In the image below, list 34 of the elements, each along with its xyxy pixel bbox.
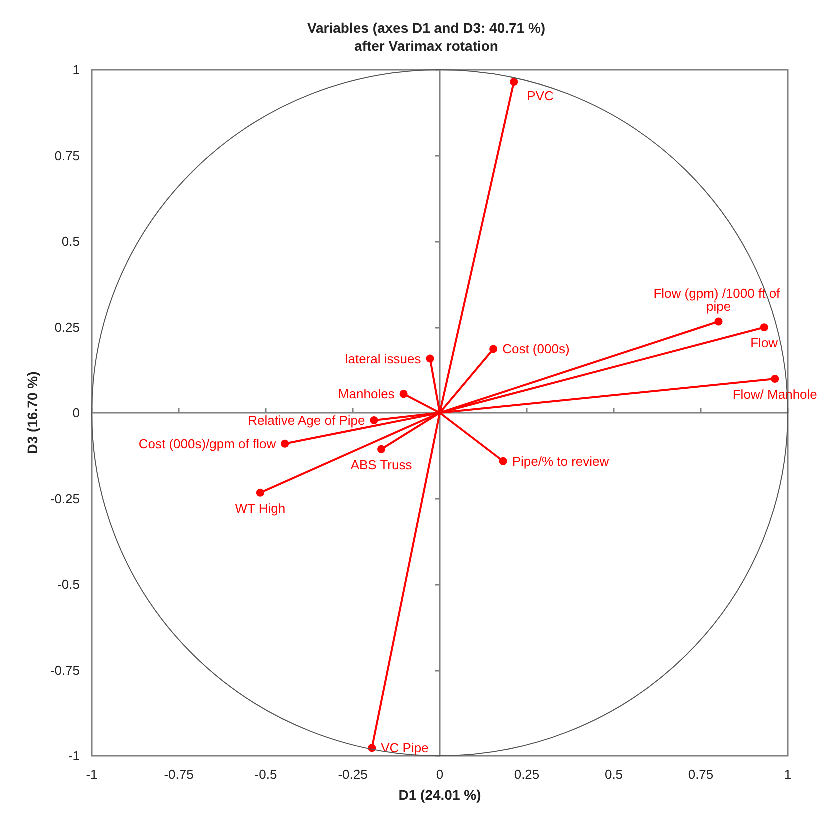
y-tick-label: -0.25 — [50, 491, 80, 506]
chart-title: Variables (axes D1 and D3: 40.71 %) — [307, 20, 546, 36]
series-label: lateral issues — [345, 351, 422, 366]
x-axis-title: D1 (24.01 %) — [398, 787, 482, 803]
series-label: Flow (gpm) /1000 ft of pipe — [654, 286, 784, 314]
y-axis-title: D3 (16.70 %) — [24, 372, 40, 454]
y-tick-label: 0.25 — [54, 320, 80, 335]
series-label: PVC — [527, 88, 554, 104]
x-tick-label: 0 — [436, 767, 444, 782]
series-label: Pipe/% to review — [512, 454, 610, 469]
series-label: Cost (000s) — [502, 342, 570, 357]
x-tick-label: -0.25 — [338, 767, 368, 782]
x-tick-label: -0.75 — [164, 767, 194, 782]
series-label: WT High — [235, 500, 286, 516]
series-label: Flow — [750, 336, 779, 351]
y-tick-label: -0.75 — [50, 662, 80, 678]
series-label: VC Pipe — [381, 740, 429, 756]
y-tick-label: -0.5 — [58, 577, 80, 592]
y-tick-label: 0.5 — [62, 234, 80, 249]
x-tick-label: -1 — [86, 767, 98, 782]
series-label: Relative Age of Pipe — [248, 413, 366, 428]
x-tick-label: 0.5 — [604, 767, 624, 782]
chart-subtitle: after Varimax rotation — [354, 38, 498, 54]
y-tick-label: -1 — [68, 748, 80, 764]
x-tick-label: -0.5 — [254, 767, 278, 782]
x-tick-label: 0.25 — [514, 767, 540, 782]
y-tick-label: 0 — [72, 406, 80, 420]
series-label: ABS Truss — [350, 457, 413, 472]
series-label: Manholes — [338, 386, 396, 402]
x-tick-label: 0.75 — [688, 767, 714, 782]
y-tick-label: 1 — [72, 62, 80, 78]
x-tick-label: 1 — [784, 767, 792, 782]
series-label: Cost (000s)/gpm of flow — [138, 436, 277, 452]
y-tick-label: 0.75 — [54, 148, 80, 164]
